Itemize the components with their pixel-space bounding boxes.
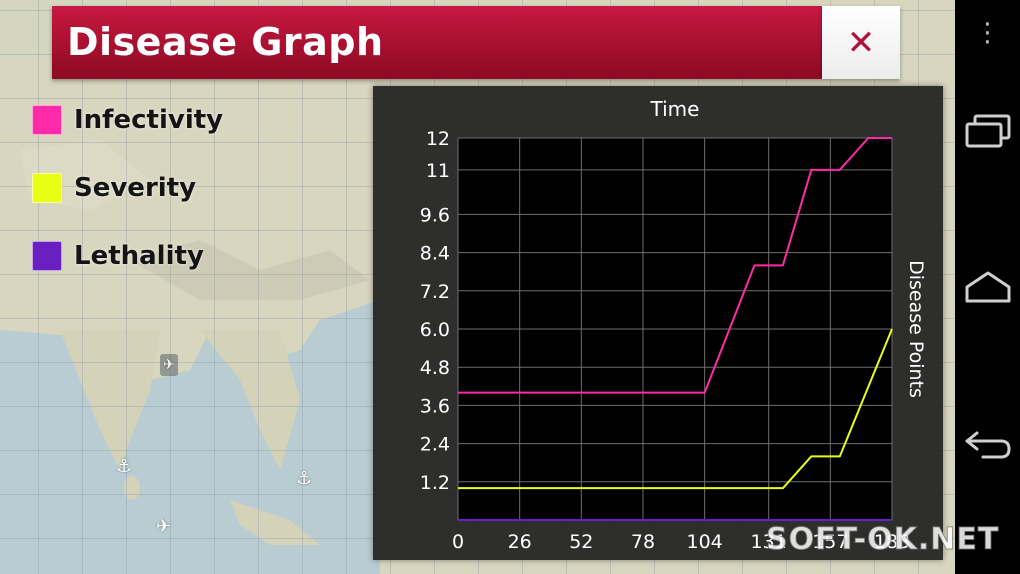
disease-graph-panel: Time Disease Points 0 26 52 78 104 131 157 183 … (373, 86, 943, 560)
back-button[interactable] (955, 420, 1020, 470)
y-tick-label: 12 (426, 128, 450, 150)
x-tick-label: 183 (874, 531, 910, 553)
x-tick-label: 52 (569, 531, 593, 553)
x-tick-label: 26 (508, 531, 532, 553)
y-axis-label: Disease Points (905, 260, 927, 398)
legend-item-severity[interactable]: Severity (32, 171, 272, 205)
infectivity-series-line (458, 137, 892, 394)
disease-chart: Time Disease Points 0 26 52 78 104 131 157 183 … (420, 97, 927, 553)
legend-item-lethality[interactable]: Lethality (32, 239, 272, 273)
recent-apps-icon (965, 114, 1010, 148)
overflow-menu-button[interactable]: ⋮ (955, 18, 1020, 48)
anchor-icon: ⚓ (296, 468, 313, 489)
x-tick-label: 0 (452, 531, 464, 553)
x-axis-label: Time (650, 97, 700, 121)
page-title: Disease Graph (67, 20, 384, 64)
severity-series-line (458, 328, 893, 490)
legend-label: Infectivity (74, 105, 224, 135)
close-button[interactable]: ✕ (822, 6, 900, 79)
y-tick-label: 9.6 (420, 204, 450, 226)
recent-apps-button[interactable] (955, 105, 1020, 155)
legend-item-infectivity[interactable]: Infectivity (32, 103, 272, 137)
y-tick-label: 7.2 (420, 281, 450, 303)
y-tick-label: 8.4 (420, 243, 450, 265)
y-tick-label: 6.0 (420, 319, 450, 341)
y-tick-label: 4.8 (420, 357, 450, 379)
y-tick-label: 2.4 (420, 434, 450, 456)
legend-label: Lethality (74, 241, 204, 271)
lethality-swatch (32, 241, 62, 271)
back-icon (965, 431, 1011, 459)
x-tick-label: 78 (631, 531, 655, 553)
system-nav-bar: ⋮ (955, 0, 1020, 574)
home-icon (965, 271, 1010, 303)
y-tick-label: 11 (426, 160, 450, 182)
title-bar: Disease Graph (52, 6, 822, 79)
anchor-icon: ⚓ (116, 456, 133, 477)
x-tick-label: 131 (751, 531, 787, 553)
y-tick-label: 1.2 (420, 472, 450, 494)
y-tick-label: 3.6 (420, 395, 450, 417)
airplane-icon: ✈ (160, 354, 178, 376)
x-tick-label: 157 (812, 531, 848, 553)
x-tick-label: 104 (687, 531, 723, 553)
watermark: SOFT-OK.NET (765, 522, 1000, 558)
infectivity-swatch (32, 105, 62, 135)
home-button[interactable] (955, 262, 1020, 312)
severity-swatch (32, 173, 62, 203)
close-icon: ✕ (846, 22, 876, 63)
overflow-menu-icon: ⋮ (974, 18, 1001, 48)
legend-label: Severity (74, 173, 197, 203)
airplane-icon: ✈ (156, 516, 172, 537)
